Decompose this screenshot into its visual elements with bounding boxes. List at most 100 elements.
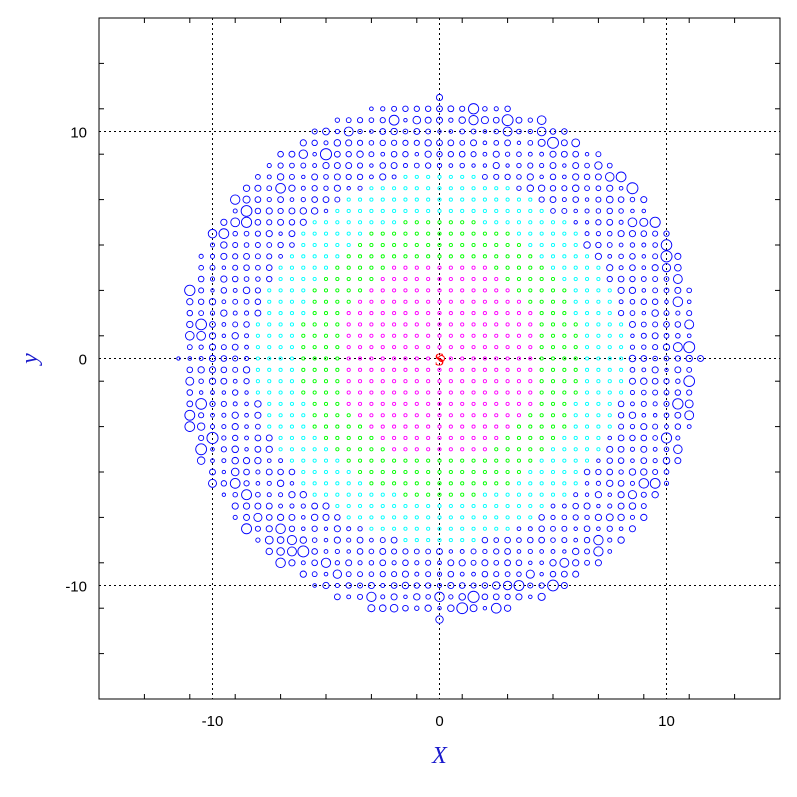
data-point — [243, 230, 250, 237]
data-point — [380, 401, 385, 406]
data-point — [539, 288, 544, 293]
data-point — [516, 333, 522, 338]
data-point — [368, 140, 375, 146]
data-point — [617, 502, 625, 510]
data-point — [426, 367, 431, 372]
data-point — [641, 208, 647, 214]
data-point — [585, 311, 590, 316]
data-point — [550, 242, 556, 248]
data-point — [448, 435, 453, 441]
data-point — [539, 311, 544, 316]
data-point — [562, 469, 567, 475]
data-point — [448, 413, 453, 418]
data-point — [255, 379, 260, 384]
data-point — [460, 311, 465, 316]
data-point — [186, 320, 194, 329]
data-point — [369, 197, 374, 202]
data-point — [596, 458, 601, 463]
data-point — [607, 288, 612, 293]
data-point — [392, 276, 397, 282]
data-point — [649, 216, 661, 228]
data-point — [255, 390, 260, 395]
data-point — [436, 571, 443, 577]
data-point — [414, 503, 419, 509]
data-point — [255, 469, 261, 475]
data-point — [403, 333, 408, 338]
x-tick-label: -10 — [202, 713, 224, 730]
data-point — [312, 265, 317, 270]
data-point — [538, 582, 545, 589]
data-point — [471, 288, 476, 293]
data-point — [357, 231, 363, 236]
data-point — [596, 435, 601, 441]
data-point — [299, 218, 307, 226]
data-point — [414, 605, 420, 611]
data-point — [617, 445, 625, 453]
data-point — [525, 569, 535, 579]
data-point — [392, 197, 397, 202]
data-point — [380, 583, 386, 588]
data-point — [253, 512, 263, 522]
data-point — [652, 253, 659, 260]
data-point — [357, 481, 363, 486]
data-point — [550, 413, 556, 418]
data-point — [675, 310, 681, 316]
data-point — [594, 161, 603, 170]
data-point — [414, 447, 419, 452]
data-point — [197, 275, 205, 283]
data-point — [208, 343, 217, 351]
data-point — [607, 537, 613, 543]
data-point — [494, 390, 499, 395]
data-point — [628, 377, 636, 385]
data-point — [426, 538, 431, 543]
data-point — [221, 322, 227, 327]
data-point — [403, 208, 408, 213]
data-point — [403, 515, 408, 520]
data-point — [414, 469, 419, 475]
data-point — [265, 230, 273, 238]
data-point — [550, 231, 556, 236]
data-point — [379, 162, 386, 169]
data-point — [539, 481, 544, 486]
data-point — [584, 559, 590, 566]
data-point — [504, 571, 511, 578]
data-point — [606, 275, 613, 283]
data-point — [380, 492, 385, 497]
data-point — [619, 345, 624, 350]
x-axis-label: X — [431, 743, 448, 769]
data-point — [448, 220, 453, 225]
data-point — [357, 185, 363, 191]
data-point — [413, 105, 420, 112]
data-point — [606, 218, 614, 226]
data-point — [278, 231, 283, 236]
data-point — [255, 356, 260, 361]
data-point — [607, 390, 612, 395]
data-point — [414, 208, 419, 213]
data-point — [607, 401, 612, 406]
data-point — [537, 592, 546, 601]
data-point — [448, 481, 453, 486]
data-point — [618, 310, 625, 317]
data-point — [617, 536, 625, 544]
data-point — [596, 322, 601, 327]
data-point — [392, 333, 397, 338]
data-point — [528, 220, 533, 225]
data-point — [426, 231, 431, 236]
data-point — [426, 481, 431, 486]
data-point — [584, 208, 590, 214]
data-point — [392, 515, 397, 520]
data-point — [230, 217, 241, 228]
data-point — [641, 389, 647, 396]
data-point — [391, 571, 398, 578]
data-point — [562, 549, 567, 554]
data-point — [448, 186, 453, 191]
data-point — [243, 468, 250, 476]
data-point — [528, 276, 533, 282]
data-point — [550, 458, 556, 463]
data-point — [584, 492, 590, 497]
data-point — [278, 276, 283, 282]
data-point — [323, 526, 329, 531]
data-point — [528, 424, 533, 429]
data-point — [652, 469, 659, 475]
data-point — [663, 276, 670, 282]
